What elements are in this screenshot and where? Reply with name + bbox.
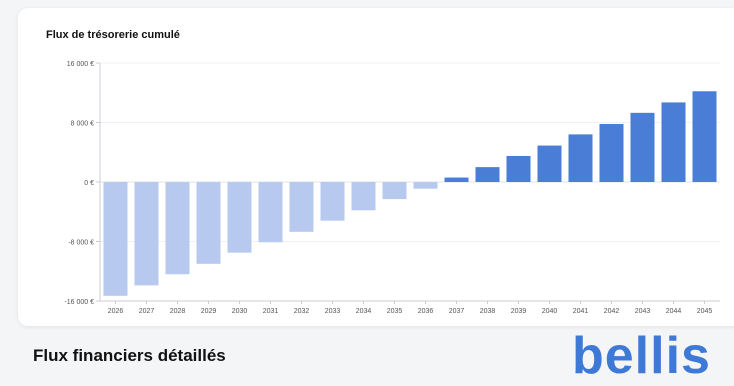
bar-2034 — [351, 182, 376, 211]
bar-2029 — [196, 182, 221, 264]
bar-2033 — [320, 182, 345, 221]
y-tick-label: 8 000 € — [71, 121, 94, 128]
x-tick-label: 2026 — [108, 308, 124, 315]
brand-logo: bellis — [572, 327, 711, 385]
x-tick-label: 2036 — [418, 308, 434, 315]
bar-2031 — [258, 182, 283, 243]
x-tick-label: 2033 — [325, 308, 341, 315]
bar-2032 — [289, 182, 314, 232]
x-tick-label: 2041 — [573, 308, 589, 315]
bar-2045 — [692, 91, 717, 182]
bar-2028 — [165, 182, 190, 275]
x-tick-label: 2044 — [666, 308, 682, 315]
x-tick-label: 2030 — [232, 308, 248, 315]
x-tick-label: 2040 — [542, 308, 558, 315]
y-tick-label: -8 000 € — [68, 240, 94, 247]
x-tick-label: 2043 — [635, 308, 651, 315]
x-tick-label: 2042 — [604, 308, 620, 315]
bar-2043 — [630, 112, 655, 182]
bar-2027 — [134, 182, 159, 286]
bar-2039 — [506, 155, 531, 182]
chart-title: Flux de trésorerie cumulé — [46, 29, 180, 41]
y-tick-label: 0 € — [84, 180, 94, 187]
x-tick-label: 2034 — [356, 308, 372, 315]
bar-2030 — [227, 182, 252, 253]
x-tick-label: 2035 — [387, 308, 403, 315]
x-tick-label: 2028 — [170, 308, 186, 315]
bar-2042 — [599, 123, 624, 182]
x-tick-label: 2029 — [201, 308, 217, 315]
x-tick-label: 2032 — [294, 308, 310, 315]
y-tick-label: 16 000 € — [67, 61, 94, 68]
bar-2041 — [568, 134, 593, 182]
x-tick-label: 2039 — [511, 308, 527, 315]
x-tick-label: 2045 — [697, 308, 713, 315]
bar-2037 — [444, 177, 469, 182]
bar-2044 — [661, 102, 686, 182]
bar-2038 — [475, 167, 500, 182]
y-tick-label: -16 000 € — [64, 299, 94, 306]
x-tick-label: 2037 — [449, 308, 465, 315]
bar-2026 — [103, 182, 128, 296]
bar-2035 — [382, 182, 407, 200]
x-tick-label: 2031 — [263, 308, 279, 315]
section-title: Flux financiers détaillés — [33, 346, 226, 365]
x-tick-label: 2038 — [480, 308, 496, 315]
bar-2036 — [413, 182, 438, 189]
bar-2040 — [537, 145, 562, 182]
cash-flow-chart: 16 000 € 8 000 € 0 € -8 000 € -16 000 € 2026 2… — [64, 61, 720, 315]
chart-card: Flux de trésorerie cumulé 16 000 € 8 000 … — [18, 8, 734, 326]
x-tick-label: 2027 — [139, 308, 155, 315]
